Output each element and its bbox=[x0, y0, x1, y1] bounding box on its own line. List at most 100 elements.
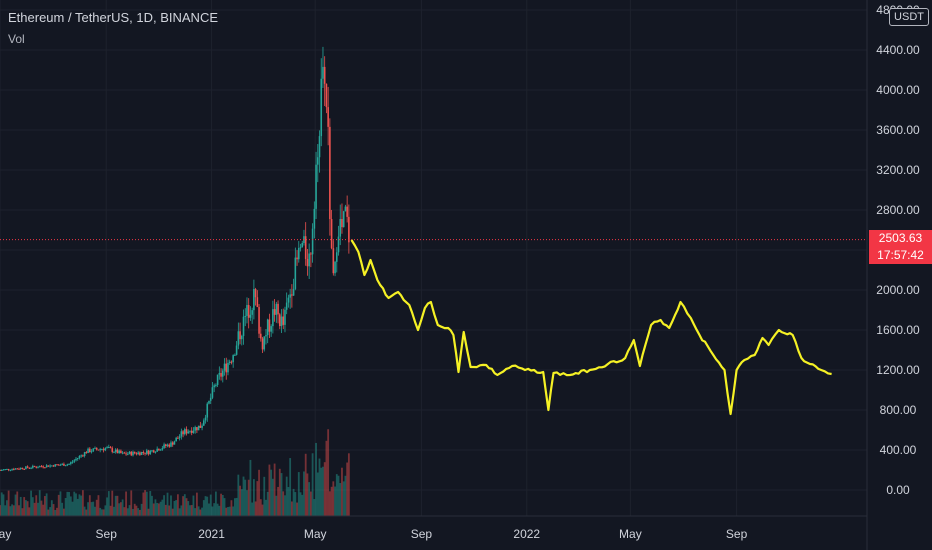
candle-body bbox=[232, 355, 234, 363]
volume-bar bbox=[170, 495, 172, 516]
x-tick-label: 2021 bbox=[198, 527, 225, 541]
volume-bar bbox=[285, 476, 288, 516]
time-axis: May Sep 2021 May Sep 2022 May Sep bbox=[0, 527, 748, 541]
volume-bar bbox=[33, 502, 36, 516]
volume-bar bbox=[68, 492, 70, 516]
candle-body bbox=[13, 469, 15, 471]
candle-body bbox=[215, 384, 217, 386]
volume-bar bbox=[2, 494, 5, 516]
candle-body bbox=[25, 466, 27, 470]
volume-bar bbox=[209, 494, 212, 516]
volume-bar bbox=[199, 509, 202, 516]
volume-bar bbox=[254, 501, 257, 516]
candle-body bbox=[163, 444, 165, 449]
volume-bar bbox=[30, 490, 32, 516]
volume-bar bbox=[147, 508, 150, 516]
volume-bar bbox=[23, 497, 26, 516]
volume-bar bbox=[142, 492, 145, 516]
volume-bar bbox=[111, 490, 114, 516]
candle-body bbox=[291, 294, 293, 296]
candle-body bbox=[261, 338, 264, 350]
currency-badge[interactable]: USDT bbox=[889, 8, 929, 26]
volume-bar bbox=[76, 498, 79, 516]
chart-legend: Ethereum / TetherUS, 1D, BINANCE Vol bbox=[8, 10, 218, 46]
candle-body bbox=[251, 310, 253, 315]
candle-body bbox=[82, 455, 84, 457]
volume-bar bbox=[220, 493, 222, 516]
candle-body bbox=[135, 453, 138, 455]
candle-body bbox=[104, 447, 107, 451]
volume-bar bbox=[178, 508, 181, 516]
volume-bar bbox=[88, 495, 91, 516]
volume-bar bbox=[282, 491, 285, 516]
y-tick-label: 0.00 bbox=[886, 483, 910, 497]
candle-body bbox=[316, 157, 319, 165]
candle-body bbox=[113, 451, 115, 453]
volume-bar bbox=[152, 503, 155, 516]
volume-bar bbox=[323, 462, 326, 516]
candle-body bbox=[310, 253, 312, 255]
candle-body bbox=[87, 448, 89, 454]
volume-bar bbox=[221, 494, 224, 516]
volume-bar bbox=[63, 508, 65, 516]
volume-bar bbox=[256, 481, 259, 516]
volume-bar bbox=[230, 500, 233, 516]
candle-body bbox=[299, 247, 302, 249]
candle-body bbox=[139, 452, 141, 455]
candle-body bbox=[73, 460, 76, 462]
candle-body bbox=[109, 447, 112, 449]
candle-body bbox=[21, 467, 24, 469]
candle-body bbox=[284, 309, 286, 325]
volume-bar bbox=[133, 503, 136, 516]
candle-body bbox=[147, 450, 150, 455]
candle-body bbox=[6, 468, 8, 470]
y-tick-label: 3200.00 bbox=[876, 163, 920, 177]
volume-bar bbox=[19, 496, 22, 516]
bar-countdown: 17:57:42 bbox=[877, 248, 924, 262]
candle-body bbox=[151, 450, 153, 452]
volume-bar bbox=[342, 481, 345, 516]
candle-body bbox=[47, 465, 50, 467]
volume-bar bbox=[137, 508, 140, 516]
volume-bar bbox=[61, 502, 64, 516]
volume-bar bbox=[6, 500, 8, 516]
candle-body bbox=[330, 219, 333, 249]
volume-bar bbox=[273, 463, 276, 516]
candle-body bbox=[180, 431, 183, 437]
candle-body bbox=[230, 361, 233, 363]
candle-body bbox=[175, 437, 177, 442]
volume-bar bbox=[164, 504, 167, 516]
candle-body bbox=[127, 453, 129, 455]
candle-body bbox=[0, 470, 1, 471]
candle-body bbox=[192, 430, 195, 433]
volume-bar bbox=[37, 502, 39, 516]
volume-bar bbox=[113, 506, 115, 516]
candle-body bbox=[258, 307, 260, 334]
volume-bar bbox=[126, 508, 129, 516]
candle-body bbox=[216, 374, 219, 385]
candle-body bbox=[66, 464, 69, 466]
candle-body bbox=[332, 248, 335, 274]
x-tick-label: Sep bbox=[96, 527, 118, 541]
volume-bar bbox=[268, 464, 271, 516]
volume-bar bbox=[223, 498, 226, 516]
volume-bar bbox=[100, 509, 103, 516]
volume-bar bbox=[0, 505, 1, 516]
volume-bar bbox=[57, 494, 60, 516]
candle-body bbox=[33, 465, 36, 467]
volume-bar bbox=[303, 471, 305, 516]
candle-body bbox=[204, 417, 207, 421]
candle-body bbox=[320, 78, 323, 137]
volume-bar bbox=[271, 478, 274, 516]
volume-bar bbox=[287, 487, 290, 516]
volume-bar bbox=[202, 500, 205, 516]
volume-bar bbox=[294, 492, 297, 516]
volume-bar bbox=[249, 459, 252, 516]
volume-bar bbox=[140, 503, 143, 516]
candle-body bbox=[152, 450, 155, 453]
candle-body bbox=[218, 373, 221, 375]
candle-body bbox=[344, 206, 347, 212]
volume-bar bbox=[11, 504, 13, 516]
y-tick-label: 1200.00 bbox=[876, 363, 920, 377]
